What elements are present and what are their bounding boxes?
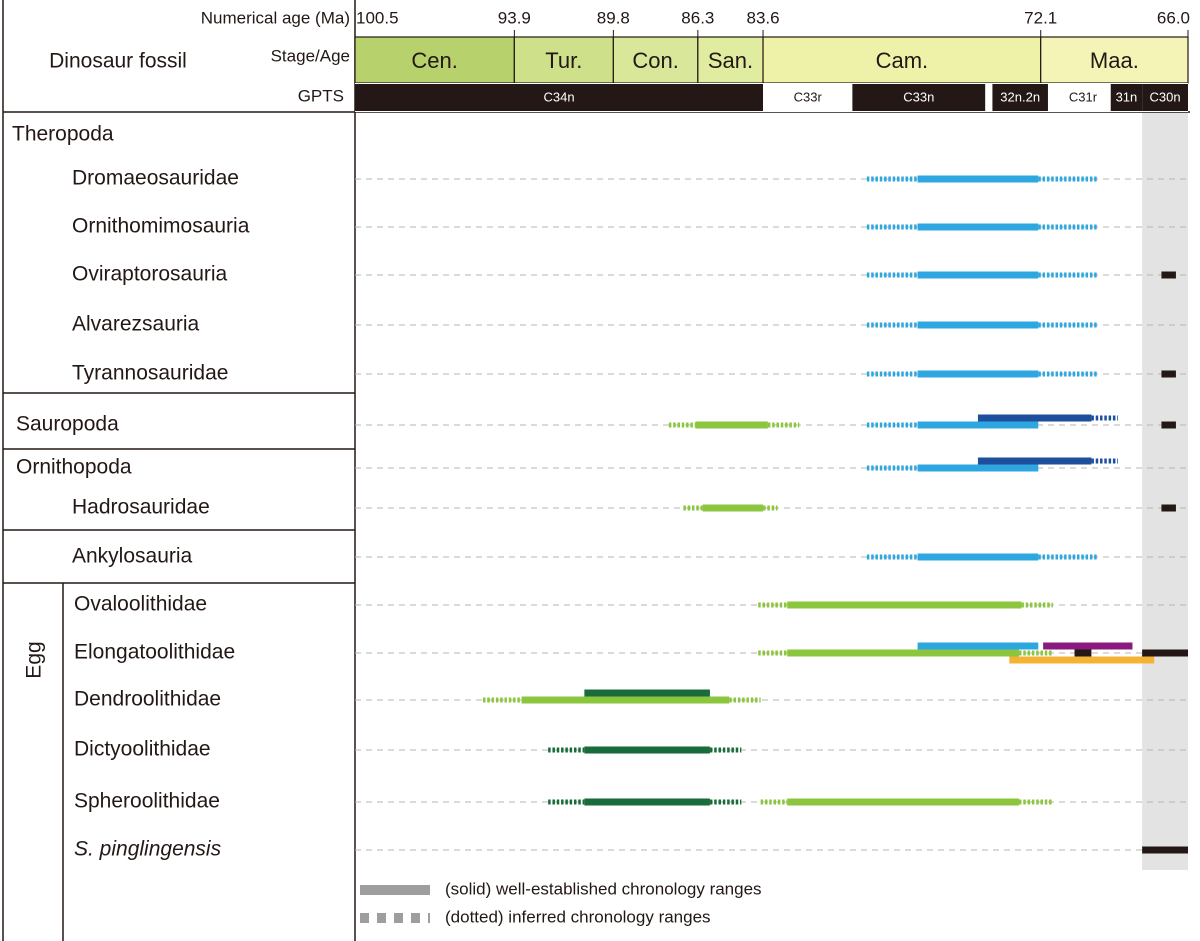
gpts-label: C30n (1150, 89, 1181, 104)
x-tick-label: 100.5 (356, 8, 399, 27)
egg-group-label: Egg (23, 641, 46, 678)
gpts-chron (355, 84, 764, 111)
gpts-chron (1110, 84, 1143, 111)
stage-label: Tur. (545, 48, 582, 73)
gpts-chron (992, 84, 1048, 111)
row-label: Elongatoolithidae (74, 641, 235, 664)
stage-box (612, 36, 699, 84)
x-tick-label: 89.8 (597, 8, 630, 27)
age-axis-label: Numerical age (Ma) (201, 8, 350, 27)
gpts-label: C34n (543, 89, 574, 104)
legend-label: (solid) well-established chronology rang… (445, 879, 762, 898)
row-label: Alvarezsauria (72, 313, 200, 336)
stage-label: Cam. (876, 48, 929, 73)
stage-label: Maa. (1090, 48, 1139, 73)
row-label: Hadrosauridae (72, 496, 210, 519)
background-layer (1142, 112, 1188, 870)
gpts-label: C31r (1069, 89, 1098, 104)
gpts-chron (852, 84, 986, 111)
stage-box (697, 36, 764, 84)
x-tick-label: 86.3 (681, 8, 714, 27)
gpts-chron (763, 84, 853, 111)
row-label: Ornithomimosauria (72, 215, 250, 238)
stage-box (354, 36, 515, 84)
stage-label: San. (708, 48, 753, 73)
x-tick-label: 66.0 (1157, 8, 1190, 27)
row-label: Tyrannosauridae (72, 362, 228, 385)
gpts-label: C33n (903, 89, 934, 104)
row-label: Sauropoda (16, 413, 119, 436)
stage-label: Cen. (411, 48, 457, 73)
row-label: Dictyoolithidae (74, 738, 211, 761)
gpts-label: 32n.2n (1000, 89, 1040, 104)
row-label: Spheroolithidae (74, 790, 220, 813)
gpts-header: GPTS (298, 86, 344, 105)
gpts-label: C33r (794, 89, 823, 104)
stage-label: Con. (632, 48, 678, 73)
row-label: S. pinglingensis (74, 838, 222, 861)
gpts-chron (1055, 84, 1111, 111)
row-label: Dromaeosauridae (72, 167, 239, 190)
row-label: Ankylosauria (72, 545, 193, 568)
x-tick-label: 72.1 (1024, 8, 1057, 27)
row-label: Theropoda (12, 123, 114, 146)
row-label: Oviraptorosauria (72, 263, 228, 286)
x-tick-label: 83.6 (747, 8, 780, 27)
row-label: Dendroolithidae (74, 688, 221, 711)
chron-shade (1142, 112, 1188, 870)
row-label: Ornithopoda (16, 456, 132, 479)
gpts-label: 31n (1116, 89, 1138, 104)
legend-label: (dotted) inferred chronology ranges (445, 907, 711, 926)
stage-header: Stage/Age (271, 46, 350, 65)
x-tick-label: 93.9 (498, 8, 531, 27)
row-label: Ovaloolithidae (74, 593, 207, 616)
fossil-header: Dinosaur fossil (49, 50, 187, 73)
gpts-chron (1142, 84, 1188, 111)
